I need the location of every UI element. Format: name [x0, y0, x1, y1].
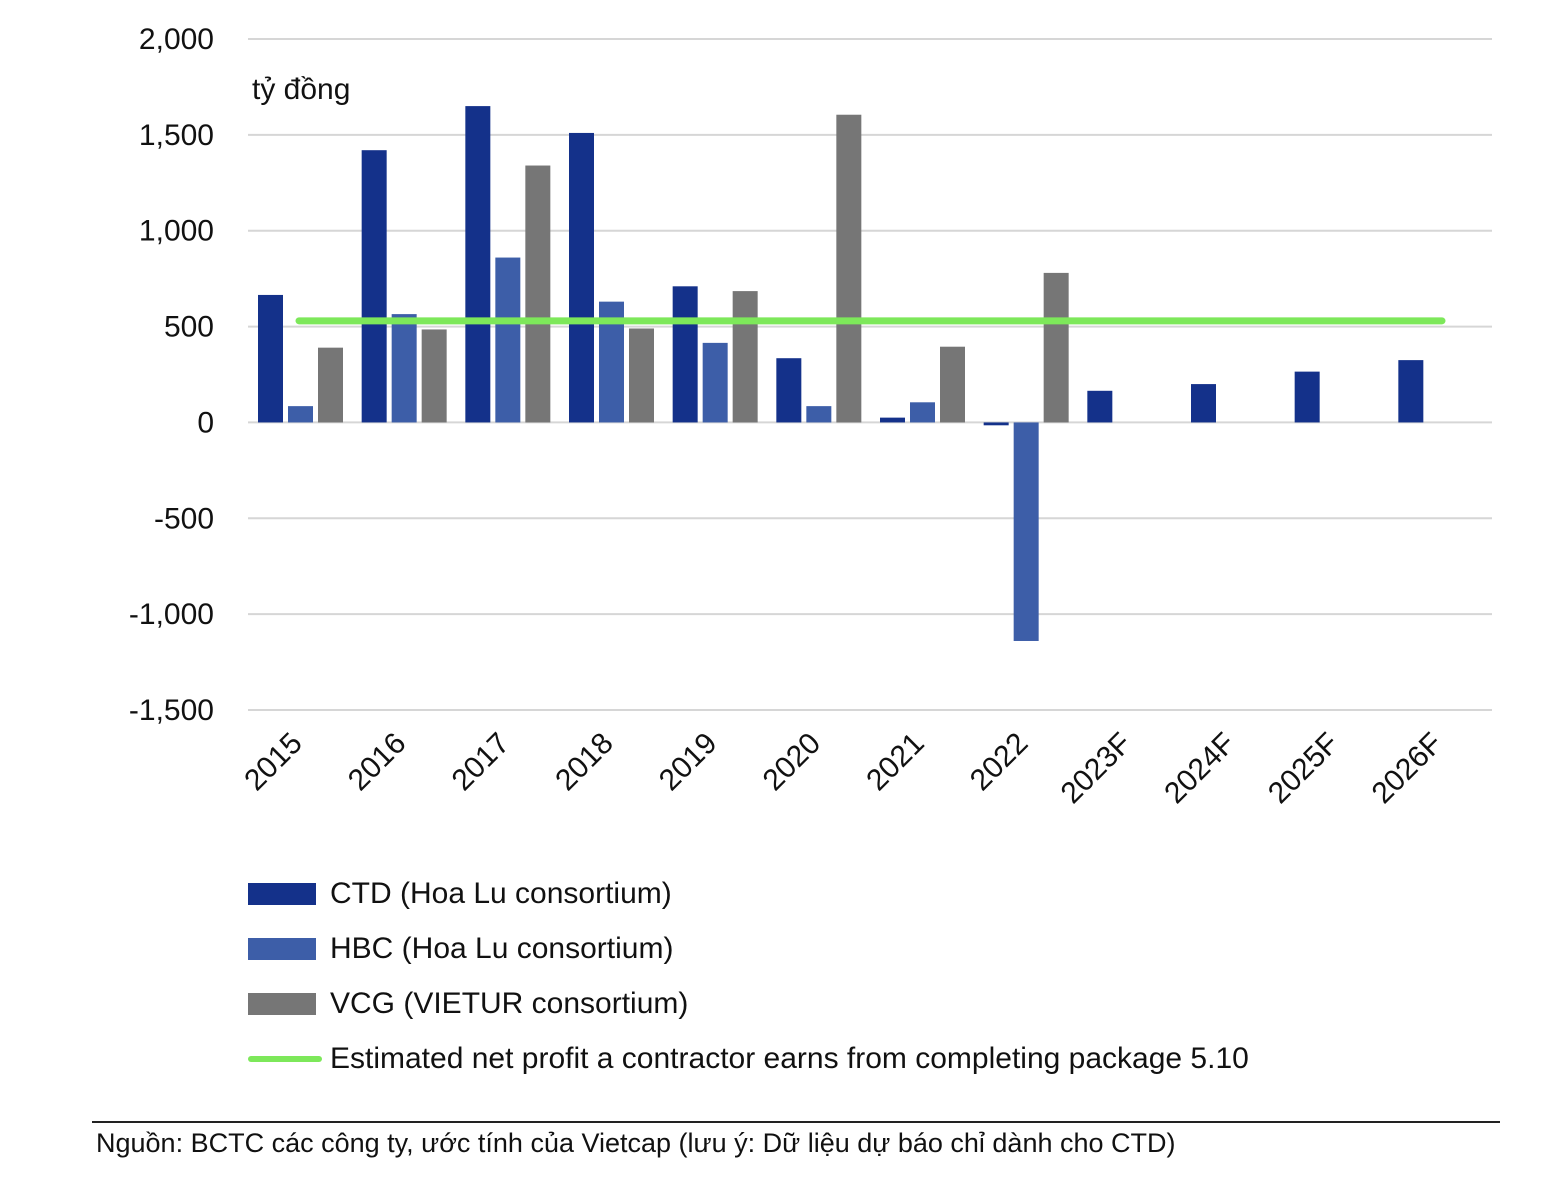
bar-ctd: [258, 294, 283, 423]
bar-vcg: [1043, 272, 1069, 423]
bar-ctd: [776, 358, 802, 423]
legend-item-vcg: VCG (VIETUR consortium): [248, 976, 1249, 1031]
bar-ctd: [1398, 360, 1424, 423]
y-tick-label: -500: [154, 502, 214, 535]
bar-vcg: [525, 165, 551, 423]
legend-item-reference-line: Estimated net profit a contractor earns …: [248, 1031, 1249, 1086]
legend-swatch-reference-line: [248, 1055, 322, 1062]
legend-label-reference-line: Estimated net profit a contractor earns …: [330, 1041, 1249, 1075]
x-tick-label: 2022: [964, 727, 1035, 798]
legend-swatch-vcg: [248, 992, 316, 1015]
source-note: Nguồn: BCTC các công ty, ước tính của Vi…: [96, 1128, 1176, 1158]
bar-vcg: [940, 346, 965, 423]
x-tick-label: 2023F: [1055, 727, 1138, 810]
bar-hbc: [288, 406, 313, 423]
bar-hbc: [495, 257, 521, 423]
x-tick-label: 2018: [549, 727, 620, 798]
bar-ctd: [672, 286, 698, 423]
x-tick-label: 2026F: [1366, 727, 1449, 810]
y-tick-label: 0: [197, 406, 214, 439]
bar-ctd: [569, 132, 594, 423]
bar-hbc: [910, 402, 935, 423]
bar-ctd: [361, 150, 387, 423]
x-tick-label: 2025F: [1262, 727, 1345, 810]
x-tick-label: 2017: [446, 727, 517, 798]
y-tick-label: 500: [164, 311, 214, 344]
y-tick-label: 2,000: [139, 23, 214, 56]
x-tick-label: 2024F: [1158, 727, 1241, 810]
bar-hbc: [1013, 422, 1039, 641]
source-divider: [92, 1121, 1500, 1123]
bar-hbc: [806, 406, 832, 423]
y-tick-label: -1,000: [129, 598, 214, 631]
bar-ctd: [1087, 390, 1113, 423]
y-tick-label: -1,500: [129, 694, 214, 727]
x-tick-label: 2021: [860, 727, 931, 798]
legend-label-ctd: CTD (Hoa Lu consortium): [330, 876, 672, 910]
x-tick-label: 2020: [757, 727, 828, 798]
legend-item-ctd: CTD (Hoa Lu consortium): [248, 866, 1249, 921]
bar-chart: 2,000 1,500 1,000 500 0 -500 -1,000 -1,500 tỷ đồ…: [129, 23, 1492, 810]
bar-ctd: [1191, 384, 1216, 423]
legend-item-hbc: HBC (Hoa Lu consortium): [248, 921, 1249, 976]
y-tick-label: 1,500: [139, 119, 214, 152]
legend-label-vcg: VCG (VIETUR consortium): [330, 986, 689, 1020]
bar-vcg: [836, 114, 862, 423]
legend-swatch-hbc: [248, 937, 316, 960]
bar-ctd: [983, 422, 1009, 426]
x-tick-label: 2015: [238, 727, 309, 798]
x-tick-label: 2016: [342, 727, 413, 798]
bar-ctd: [1294, 371, 1320, 423]
bar-ctd: [465, 106, 491, 423]
legend-swatch-ctd: [248, 882, 316, 905]
chart-legend: CTD (Hoa Lu consortium) HBC (Hoa Lu cons…: [248, 866, 1249, 1086]
bar-hbc: [702, 342, 728, 423]
y-tick-label: 1,000: [139, 215, 214, 248]
bar-ctd: [880, 417, 905, 423]
x-tick-label: 2019: [653, 727, 724, 798]
bar-vcg: [318, 347, 343, 423]
bar-hbc: [391, 314, 417, 423]
bar-vcg: [732, 291, 758, 423]
y-unit-label: tỷ đồng: [252, 73, 350, 106]
legend-label-hbc: HBC (Hoa Lu consortium): [330, 931, 674, 965]
bar-vcg: [421, 329, 447, 423]
bar-vcg: [629, 328, 654, 423]
